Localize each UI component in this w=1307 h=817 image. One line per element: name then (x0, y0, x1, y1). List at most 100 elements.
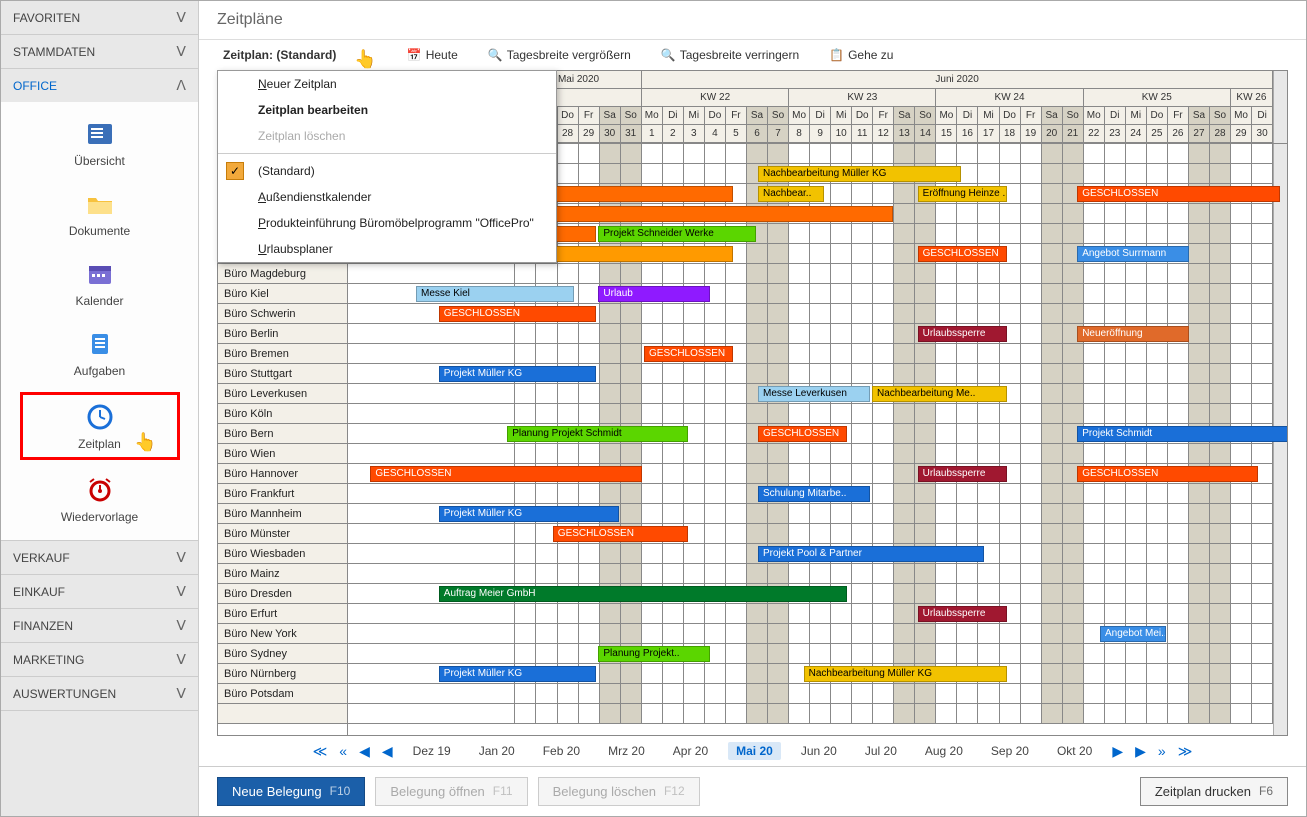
month-nav-item[interactable]: Feb 20 (535, 742, 588, 760)
gantt-row[interactable]: Urlaubssperre (348, 604, 1273, 624)
resource-row-label[interactable]: Büro Wiesbaden (218, 544, 347, 564)
month-nav-item[interactable]: Dez 19 (405, 742, 459, 760)
resource-row-label[interactable]: Büro Berlin (218, 324, 347, 344)
resource-row-label[interactable]: Büro Schwerin (218, 304, 347, 324)
month-nav-item[interactable]: Jul 20 (857, 742, 905, 760)
gantt-row[interactable]: Projekt Pool & Partner (348, 544, 1273, 564)
gantt-row[interactable]: GESCHLOSSEN (348, 344, 1273, 364)
resource-row-label[interactable]: Büro Magdeburg (218, 264, 347, 284)
resource-row-label[interactable]: Büro Köln (218, 404, 347, 424)
menu-item[interactable]: Zeitplan bearbeiten (218, 97, 556, 123)
sidebar-item-wiedervorlage[interactable]: Wiedervorlage (20, 468, 180, 530)
sidebar-section-stammdaten[interactable]: STAMMDATENᐯ (1, 35, 198, 68)
zoom-out-button[interactable]: 🔍Tagesbreite verringern (655, 44, 805, 66)
gantt-row[interactable]: Projekt Müller KG Nachbearbeitung Müller … (348, 664, 1273, 684)
gantt-row[interactable]: Projekt Müller KG (348, 364, 1273, 384)
sidebar-item-kalender[interactable]: Kalender (20, 252, 180, 314)
month-nav-item[interactable]: Apr 20 (665, 742, 716, 760)
resource-row-label[interactable]: Büro Bern (218, 424, 347, 444)
gantt-bar[interactable]: Messe Leverkusen (758, 386, 870, 402)
gantt-bar[interactable]: Urlaub (598, 286, 710, 302)
gantt-bar[interactable]: Nachbearbeitung Müller KG (804, 666, 1007, 682)
gantt-row[interactable]: UrlaubssperreNeueröffnung (348, 324, 1273, 344)
sidebar-section-einkauf[interactable]: EINKAUFᐯ (1, 575, 198, 608)
gantt-row[interactable]: Projekt Müller KG (348, 504, 1273, 524)
gantt-bar[interactable]: Auftrag Meier GmbH (439, 586, 847, 602)
gantt-bar[interactable]: Planung Projekt.. (598, 646, 710, 662)
menu-item[interactable]: Neuer Zeitplan (218, 71, 556, 97)
gantt-row[interactable]: Messe LeverkusenNachbearbeitung Me.. (348, 384, 1273, 404)
gantt-row[interactable] (348, 564, 1273, 584)
sidebar-item-zeitplan[interactable]: Zeitplan👆 (20, 392, 180, 460)
gantt-row[interactable] (348, 444, 1273, 464)
resource-row-label[interactable]: Büro Dresden (218, 584, 347, 604)
zoom-in-button[interactable]: 🔍Tagesbreite vergrößern (482, 44, 637, 66)
gantt-bar[interactable]: Neueröffnung (1077, 326, 1189, 342)
gantt-bar[interactable] (530, 246, 733, 262)
menu-item[interactable]: Urlaubsplaner (218, 236, 556, 262)
resource-row-label[interactable]: Büro Sydney (218, 644, 347, 664)
gantt-bar[interactable]: Projekt Pool & Partner (758, 546, 984, 562)
resource-row-label[interactable]: Büro Erfurt (218, 604, 347, 624)
sidebar-section-finanzen[interactable]: FINANZENᐯ (1, 609, 198, 642)
gantt-row[interactable]: Planung Projekt.. (348, 644, 1273, 664)
gantt-row[interactable]: GESCHLOSSENUrlaubssperreGESCHLOSSEN (348, 464, 1273, 484)
sidebar-section-auswertungen[interactable]: AUSWERTUNGENᐯ (1, 677, 198, 710)
gantt-bar[interactable]: Urlaubssperre (918, 466, 1007, 482)
goto-button[interactable]: 📋Gehe zu (823, 44, 899, 66)
sidebar-section-marketing[interactable]: MARKETINGᐯ (1, 643, 198, 676)
neue-belegung-button[interactable]: Neue BelegungF10 (217, 777, 365, 806)
zeitplan-drucken-button[interactable]: Zeitplan druckenF6 (1140, 777, 1288, 806)
gantt-bar[interactable]: GESCHLOSSEN (644, 346, 733, 362)
gantt-row[interactable]: GESCHLOSSEN (348, 304, 1273, 324)
gantt-row[interactable] (348, 264, 1273, 284)
sidebar-section-office[interactable]: OFFICEᐱ (1, 69, 198, 102)
gantt-bar[interactable]: Schulung Mitarbe.. (758, 486, 870, 502)
gantt-row[interactable] (348, 684, 1273, 704)
menu-item[interactable]: ✓(Standard) (218, 158, 556, 184)
resource-row-label[interactable]: Büro Kiel (218, 284, 347, 304)
zeitplan-dropdown-button[interactable]: Zeitplan: (Standard) (217, 44, 342, 66)
gantt-bar[interactable]: GESCHLOSSEN (758, 426, 847, 442)
nav-back-page-icon[interactable]: ◀ (359, 743, 370, 760)
gantt-bar[interactable]: GESCHLOSSEN (1077, 466, 1257, 482)
sidebar-section-favoriten[interactable]: FAVORITENᐯ (1, 1, 198, 34)
gantt-bar[interactable]: Urlaubssperre (918, 606, 1007, 622)
resource-row-label[interactable]: Büro Wien (218, 444, 347, 464)
gantt-bar[interactable]: Projekt Müller KG (439, 666, 597, 682)
month-nav-item[interactable]: Aug 20 (917, 742, 971, 760)
gantt-bar[interactable]: GESCHLOSSEN (439, 306, 597, 322)
resource-row-label[interactable]: Büro Mainz (218, 564, 347, 584)
resource-row-label[interactable]: Büro Leverkusen (218, 384, 347, 404)
month-nav-item[interactable]: Jun 20 (793, 742, 845, 760)
gantt-bar[interactable]: Angebot Surrmann (1077, 246, 1189, 262)
resource-row-label[interactable]: Büro Bremen (218, 344, 347, 364)
gantt-row[interactable]: Angebot Mei.. (348, 624, 1273, 644)
nav-last-icon[interactable]: ≫ (1178, 743, 1193, 760)
resource-row-label[interactable]: Büro Stuttgart (218, 364, 347, 384)
resource-row-label[interactable]: Büro Münster (218, 524, 347, 544)
gantt-bar[interactable]: Nachbear.. (758, 186, 824, 202)
gantt-bar[interactable]: GESCHLOSSEN (918, 246, 1007, 262)
sidebar-item-dokumente[interactable]: Dokumente (20, 182, 180, 244)
gantt-bar[interactable]: Messe Kiel (416, 286, 574, 302)
resource-row-label[interactable]: Büro Mannheim (218, 504, 347, 524)
month-nav-item[interactable]: Mai 20 (728, 742, 781, 760)
nav-fastfwd-icon[interactable]: » (1158, 743, 1166, 759)
nav-fastback-icon[interactable]: « (339, 743, 347, 759)
sidebar-section-verkauf[interactable]: VERKAUFᐯ (1, 541, 198, 574)
gantt-bar[interactable]: GESCHLOSSEN (553, 526, 688, 542)
gantt-bar[interactable]: Projekt Schneider Werke (598, 226, 756, 242)
gantt-bar[interactable] (530, 186, 733, 202)
gantt-bar[interactable]: Nachbearbeitung Müller KG (758, 166, 961, 182)
sidebar-item-aufgaben[interactable]: Aufgaben (20, 322, 180, 384)
month-nav-item[interactable]: Sep 20 (983, 742, 1037, 760)
gantt-bar[interactable]: GESCHLOSSEN (1077, 186, 1280, 202)
sidebar-item-uebersicht[interactable]: Übersicht (20, 112, 180, 174)
menu-item[interactable]: Produkteinführung Büromöbelprogramm "Off… (218, 210, 556, 236)
resource-row-label[interactable]: Büro Nürnberg (218, 664, 347, 684)
resource-row-label[interactable]: Büro New York (218, 624, 347, 644)
month-nav-item[interactable]: Mrz 20 (600, 742, 653, 760)
gantt-row[interactable]: Messe Kiel Urlaub (348, 284, 1273, 304)
resource-row-label[interactable]: Büro Frankfurt (218, 484, 347, 504)
